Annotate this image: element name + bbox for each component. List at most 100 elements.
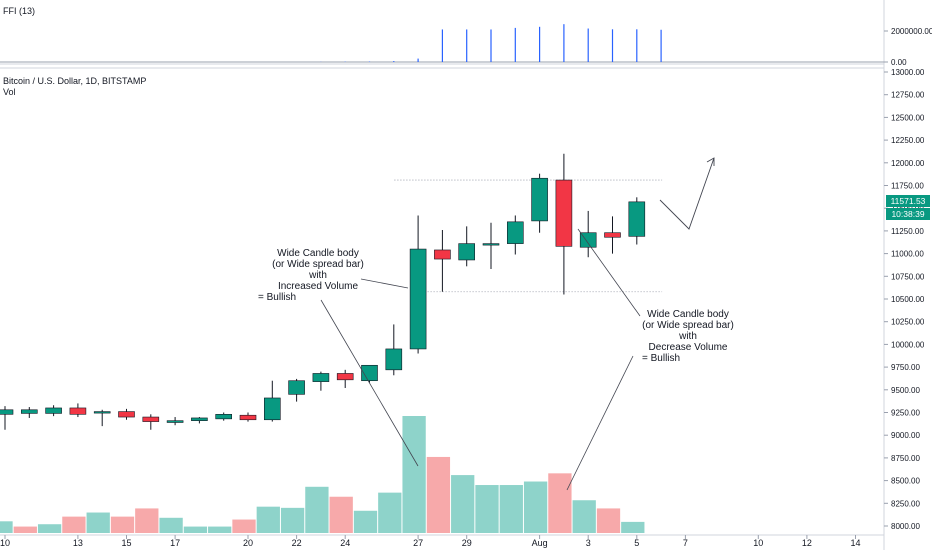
- volume-bar: [110, 516, 135, 533]
- candle-body: [628, 201, 646, 237]
- volume-bar: [621, 521, 645, 533]
- volume-bar: [13, 526, 37, 533]
- candle-body: [0, 409, 14, 415]
- volume-bar: [329, 496, 353, 533]
- price-axis-label: 8250.00: [891, 499, 920, 508]
- price-axis-label: 11250.00: [891, 227, 924, 236]
- time-axis-label: 15: [121, 538, 131, 548]
- time-axis-label: 5: [634, 538, 639, 548]
- annotation-pointer: [566, 355, 634, 491]
- volume-bar: [0, 521, 13, 533]
- price-axis-label: 9500.00: [891, 386, 920, 395]
- volume-bar: [499, 485, 523, 533]
- candle-body: [191, 417, 208, 421]
- price-axis-label: 10750.00: [891, 272, 925, 281]
- time-axis-label: 3: [586, 538, 591, 548]
- volume-bar: [548, 473, 572, 533]
- volume-bar: [232, 519, 256, 533]
- candle-body: [288, 380, 305, 395]
- candle-body: [215, 414, 232, 420]
- price-axis-label: 9000.00: [891, 431, 920, 440]
- time-axis-label: 7: [683, 538, 688, 548]
- candle-body: [409, 248, 427, 350]
- annotation-decrease-volume: Wide Candle body (or Wide spread bar) wi…: [630, 309, 746, 364]
- projection-arrowhead: [706, 157, 715, 166]
- volume-bar: [208, 526, 232, 533]
- annotation-pointer: [360, 278, 409, 289]
- time-axis-label: 20: [243, 538, 253, 548]
- candle-body: [69, 407, 87, 415]
- annotation-increased-volume: Wide Candle body (or Wide spread bar) wi…: [258, 248, 378, 303]
- time-axis-label: 29: [462, 538, 472, 548]
- price-axis-label: 12250.00: [891, 136, 925, 145]
- volume-bar: [159, 517, 183, 533]
- volume-bar: [86, 512, 110, 533]
- candle-body: [579, 232, 597, 248]
- annotation-pointer: [320, 299, 419, 467]
- price-axis-label: 9750.00: [891, 363, 920, 372]
- volume-bar: [256, 506, 280, 533]
- annotation-line: Wide Candle body: [647, 309, 729, 320]
- time-axis-label: 22: [292, 538, 302, 548]
- volume-bar: [280, 507, 305, 533]
- annotation-line: with: [679, 331, 697, 342]
- candle-body: [118, 411, 135, 418]
- volume-bar: [596, 508, 621, 533]
- time-axis-label: 10: [0, 538, 10, 548]
- countdown-tag: 10:38:39: [886, 207, 930, 220]
- annotation-line: with: [309, 270, 327, 281]
- projection-line: [659, 157, 715, 230]
- indicator-title: FFI (13): [3, 6, 36, 16]
- annotation-line: Wide Candle body: [277, 248, 359, 259]
- volume-bar: [402, 416, 426, 533]
- price-axis-label: 10500.00: [891, 295, 925, 304]
- candle-body: [531, 177, 548, 222]
- candle-body: [166, 420, 184, 423]
- candle-body: [604, 232, 621, 238]
- volume-bar: [62, 516, 86, 533]
- volume-bar: [353, 510, 378, 533]
- price-axis-label: 12500.00: [891, 113, 925, 122]
- time-axis-label: 24: [340, 538, 350, 548]
- volume-bar: [523, 481, 548, 533]
- last-price-tag: 11571.53: [886, 194, 930, 207]
- indicator-axis-label: 0.00: [891, 58, 907, 67]
- time-axis-label: 14: [850, 538, 860, 548]
- price-axis-label: 10250.00: [891, 318, 925, 327]
- candle-body: [142, 416, 160, 422]
- volume-bar: [572, 500, 596, 533]
- volume-bar: [37, 524, 62, 533]
- price-axis-label: 10000.00: [891, 340, 925, 349]
- annotation-line: = Bullish: [258, 292, 297, 303]
- annotation-line: (or Wide spread bar): [272, 259, 364, 270]
- volume-bar: [426, 456, 451, 533]
- chart-title: Bitcoin / U.S. Dollar, 1D, BITSTAMP: [3, 76, 147, 86]
- annotation-line: (or Wide spread bar): [642, 320, 734, 331]
- price-axis-label: 8000.00: [891, 522, 920, 531]
- time-axis-label: Aug: [532, 538, 548, 548]
- price-axis-label: 9250.00: [891, 409, 920, 418]
- price-axis-label: 13000.00: [891, 68, 925, 77]
- time-axis-label: 10: [753, 538, 763, 548]
- price-axis-label: 11750.00: [891, 182, 924, 191]
- candle-body: [20, 409, 38, 414]
- annotation-pointer: [577, 228, 641, 317]
- time-axis-label: 12: [802, 538, 812, 548]
- volume-bar: [183, 526, 208, 533]
- candle-body: [506, 221, 524, 244]
- volume-bar: [475, 485, 499, 533]
- candle-body: [45, 407, 62, 414]
- indicator-axis-label: 2000000.00: [891, 27, 932, 36]
- price-axis-label: 8750.00: [891, 454, 920, 463]
- price-axis-label: 8500.00: [891, 477, 920, 486]
- time-axis-label: 13: [73, 538, 83, 548]
- candle-body: [263, 397, 281, 421]
- volume-bar: [305, 486, 329, 533]
- candle-body: [239, 414, 257, 421]
- chart-subtitle: Vol: [3, 87, 16, 97]
- candle-body: [312, 373, 330, 382]
- price-axis-label: 12750.00: [891, 91, 925, 100]
- volume-bar: [378, 492, 402, 533]
